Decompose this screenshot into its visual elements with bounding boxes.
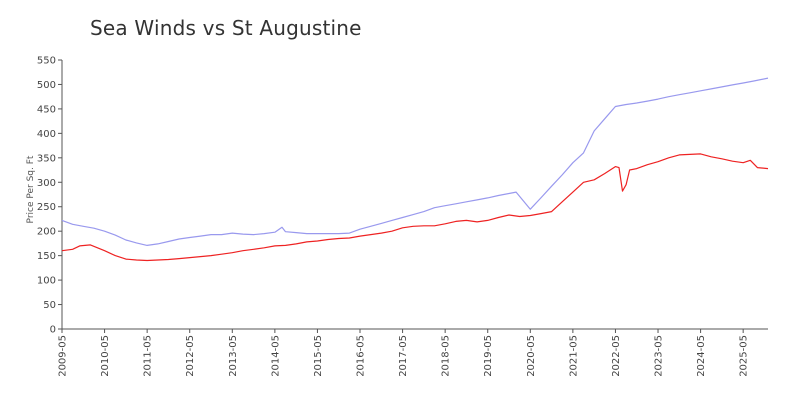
y-axis-label: Price Per Sq. Ft — [26, 155, 36, 223]
chart-title: Sea Winds vs St Augustine — [90, 16, 362, 40]
x-tick-label: 2020-05 — [526, 335, 537, 377]
y-tick-label: 400 — [37, 129, 56, 140]
x-tick-label: 2011-05 — [143, 335, 154, 377]
x-tick-label: 2019-05 — [483, 335, 494, 377]
x-tick-label: 2025-05 — [739, 335, 750, 377]
y-tick-label: 350 — [37, 153, 56, 164]
x-tick-label: 2012-05 — [185, 335, 196, 377]
y-tick-label: 500 — [37, 80, 56, 91]
x-tick-label: 2013-05 — [228, 335, 239, 377]
y-tick-label: 450 — [37, 104, 56, 115]
y-tick-label: 300 — [37, 178, 56, 189]
x-tick-label: 2015-05 — [313, 335, 324, 377]
x-tick-label: 2014-05 — [270, 335, 281, 377]
x-tick-label: 2009-05 — [58, 335, 69, 377]
x-tick-label: 2022-05 — [611, 335, 622, 377]
x-tick-label: 2023-05 — [654, 335, 665, 377]
x-tick-label: 2018-05 — [441, 335, 452, 377]
y-axis: 0 50 100 150 200 250 300 350 400 450 500 550 — [37, 56, 63, 336]
y-tick-label: 50 — [43, 300, 56, 311]
x-tick-label: 2021-05 — [568, 335, 579, 377]
series-line-2 — [61, 153, 769, 262]
y-tick-label: 200 — [37, 227, 56, 238]
y-tick-label: 150 — [37, 251, 56, 262]
x-tick-label: 2016-05 — [356, 335, 367, 377]
y-tick-label: 100 — [37, 276, 56, 287]
series-layer — [61, 77, 769, 262]
x-tick-label: 2024-05 — [696, 335, 707, 377]
x-tick-label: 2010-05 — [100, 335, 111, 377]
y-tick-label: 250 — [37, 202, 56, 213]
y-tick-label: 550 — [37, 56, 56, 67]
series-line-1 — [61, 77, 769, 246]
x-tick-label: 2017-05 — [398, 335, 409, 377]
y-tick-label: 0 — [50, 325, 56, 336]
x-axis: 2009-05 2010-05 2011-05 2012-05 2013-05 2014-… — [58, 328, 768, 377]
